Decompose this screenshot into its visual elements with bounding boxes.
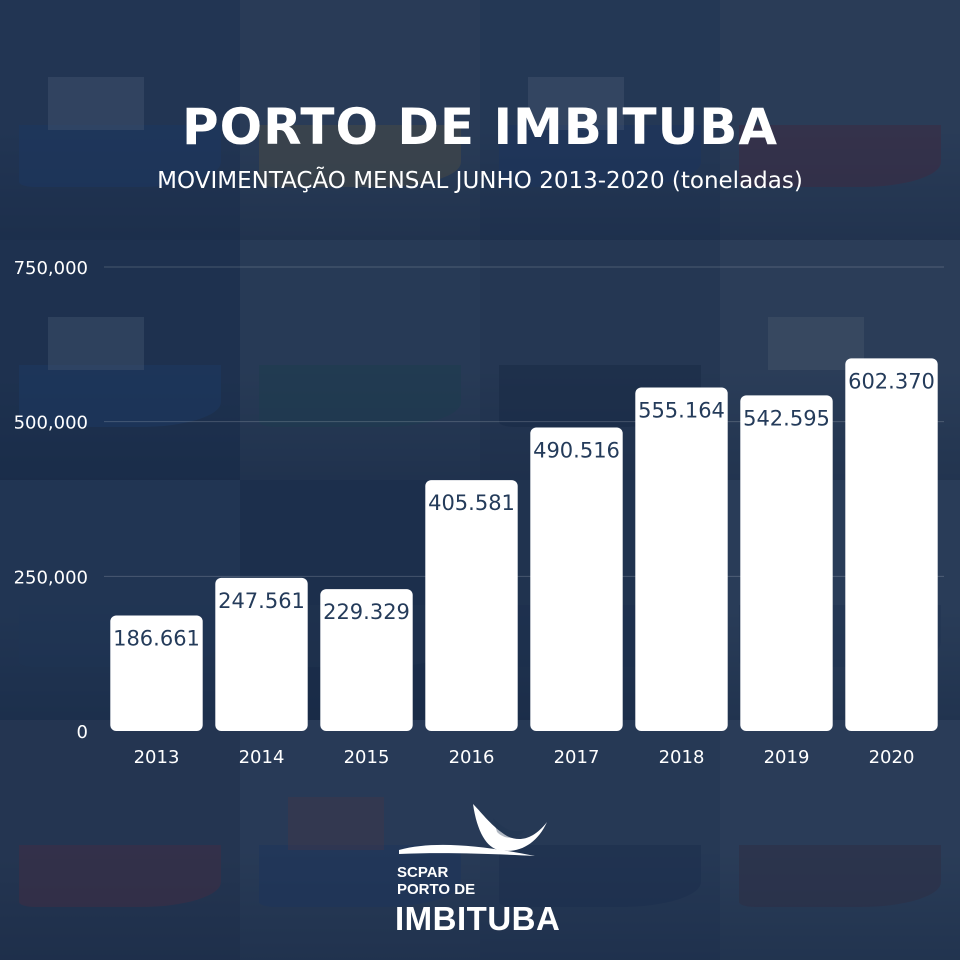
bar-value-label: 405.581: [428, 491, 515, 515]
bar-value-label: 542.595: [743, 406, 830, 430]
bar-value-label: 602.370: [848, 369, 935, 393]
bar-value-label: 555.164: [638, 399, 725, 423]
y-tick-label: 750,000: [14, 258, 88, 279]
bar-value-label: 490.516: [533, 439, 620, 463]
bar: [530, 427, 623, 731]
x-tick-label: 2015: [344, 747, 390, 768]
y-tick-label: 250,000: [14, 567, 88, 588]
page-subtitle: MOVIMENTAÇÃO MENSAL JUNHO 2013-2020 (ton…: [157, 168, 803, 194]
x-tick-label: 2019: [764, 747, 810, 768]
bar: [320, 589, 413, 731]
x-tick-label: 2018: [659, 747, 705, 768]
bar-value-label: 247.561: [218, 589, 305, 613]
y-tick-label: 500,000: [14, 413, 88, 434]
bar: [740, 395, 833, 731]
bar-value-label: 186.661: [113, 627, 200, 651]
bar: [110, 615, 203, 731]
bar-value-label: 229.329: [323, 600, 410, 624]
logo-line-porto-de: PORTO DE: [397, 881, 476, 898]
x-tick-label: 2017: [554, 747, 600, 768]
logo-line-imbituba: IMBITUBA: [395, 900, 561, 937]
y-tick-label: 0: [77, 722, 88, 743]
bar: [845, 358, 938, 731]
x-tick-label: 2020: [869, 747, 915, 768]
bar: [215, 577, 308, 731]
scpar-logo: SCPAR PORTO DE IMBITUBA: [395, 792, 575, 942]
bar: [635, 387, 728, 731]
bar: [425, 480, 518, 731]
x-tick-label: 2013: [134, 747, 180, 768]
x-tick-label: 2014: [239, 747, 285, 768]
bird-wave-icon: [399, 804, 547, 856]
x-tick-label: 2016: [449, 747, 495, 768]
logo-line-scpar: SCPAR: [397, 864, 449, 881]
page-title: PORTO DE IMBITUBA: [181, 98, 779, 156]
